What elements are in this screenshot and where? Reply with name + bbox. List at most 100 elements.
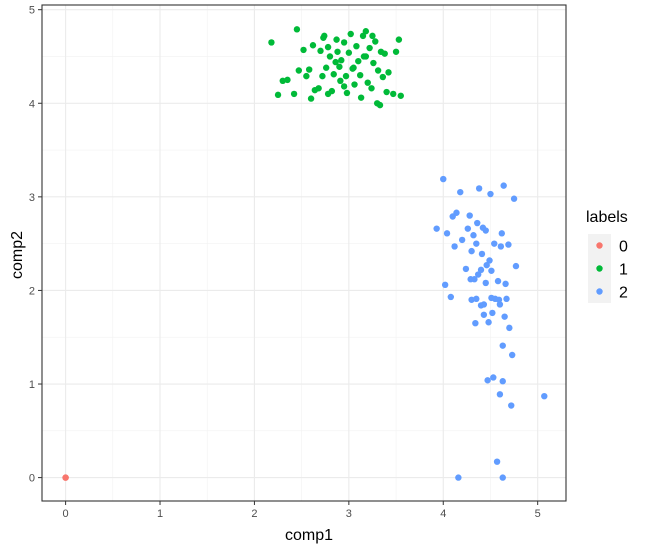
data-point-label-1: [370, 59, 377, 67]
data-point-label-2: [455, 474, 462, 481]
data-point-label-1: [342, 72, 350, 80]
data-point-label-2: [505, 241, 512, 248]
data-point-label-1: [357, 94, 365, 101]
data-point-label-2: [483, 261, 490, 269]
data-point-label-1: [362, 53, 370, 60]
data-point-label-2: [474, 271, 482, 278]
data-point-label-1: [321, 32, 328, 40]
legend-key-point: [596, 288, 603, 295]
legend-label: 0: [619, 239, 628, 256]
data-point-label-2: [496, 301, 504, 308]
data-point-label-1: [355, 57, 362, 65]
data-point-label-1: [307, 95, 315, 102]
y-tick-label: 1: [29, 379, 35, 391]
data-point-label-2: [488, 267, 495, 274]
data-point-label-2: [472, 319, 479, 327]
y-tick-label: 3: [29, 192, 35, 204]
data-point-label-2: [498, 230, 505, 237]
data-point-label-1: [328, 87, 336, 95]
legend-label: 1: [619, 262, 628, 279]
x-tick-label: 1: [157, 508, 163, 520]
data-point-label-2: [440, 175, 447, 183]
data-point-label-2: [473, 295, 480, 303]
y-axis-title: comp2: [9, 231, 26, 279]
x-tick-label: 0: [63, 508, 69, 520]
data-point-label-2: [494, 277, 502, 285]
data-point-label-2: [512, 262, 520, 270]
data-point-label-2: [488, 294, 495, 302]
x-axis-ticks: 0 1 2 3 4 5: [63, 501, 541, 520]
data-point-label-1: [295, 67, 303, 74]
data-point-label-2: [478, 250, 486, 258]
data-point-label-1: [376, 101, 384, 109]
data-point-label-2: [490, 374, 497, 381]
data-point-label-1: [364, 79, 371, 86]
data-point-label-1: [274, 91, 282, 99]
data-point-label-2: [502, 280, 509, 288]
data-point-label-1: [317, 47, 324, 55]
data-point-label-1: [309, 42, 317, 49]
data-point-label-2: [480, 311, 488, 318]
data-point-label-1: [315, 85, 322, 92]
data-point-label-1: [332, 58, 339, 66]
legend-title: labels: [586, 209, 628, 226]
data-point-label-2: [482, 279, 489, 287]
data-point-label-2: [451, 243, 458, 250]
x-tick-label: 2: [251, 508, 257, 520]
data-point-label-2: [500, 182, 507, 189]
y-tick-label: 4: [29, 98, 35, 110]
data-point-label-2: [493, 458, 501, 465]
data-point-label-1: [322, 64, 330, 71]
data-point-label-2: [466, 212, 473, 219]
data-point-label-2: [508, 351, 516, 359]
data-point-label-1: [362, 28, 370, 35]
data-point-label-2: [441, 281, 449, 289]
data-point-label-1: [293, 26, 301, 33]
data-point-label-2: [462, 265, 470, 273]
data-point-label-2: [477, 266, 485, 274]
y-tick-label: 2: [29, 285, 35, 297]
data-point-label-1: [347, 30, 354, 38]
data-point-label-1: [395, 36, 403, 43]
data-point-label-2: [473, 240, 480, 247]
data-point-label-1: [300, 46, 307, 54]
data-point-label-2: [480, 301, 488, 308]
data-point-label-2: [447, 293, 455, 301]
x-tick-label: 4: [440, 508, 446, 520]
data-point-label-2: [471, 276, 478, 283]
legend-key-point: [596, 242, 603, 249]
data-point-label-1: [397, 92, 404, 99]
data-point-label-1: [290, 90, 298, 98]
plot-border: [41, 4, 567, 502]
data-point-label-1: [319, 72, 326, 80]
data-point-label-1: [351, 81, 358, 88]
data-point-label-1: [372, 38, 379, 45]
data-point-label-2: [475, 185, 483, 192]
data-point-label-2: [464, 225, 472, 232]
data-points: [62, 26, 548, 481]
data-point-label-0: [62, 474, 69, 481]
data-point-label-1: [356, 71, 364, 79]
legend: labels 0 1 2: [586, 209, 628, 303]
data-point-label-1: [350, 64, 357, 71]
y-tick-label: 5: [29, 5, 35, 17]
data-point-label-1: [336, 63, 343, 70]
data-point-label-2: [501, 313, 508, 320]
data-point-label-1: [268, 39, 275, 46]
data-point-label-1: [379, 73, 387, 81]
data-point-label-1: [303, 72, 310, 80]
data-point-label-2: [443, 230, 451, 237]
data-point-label-2: [486, 257, 493, 264]
data-point-label-2: [499, 378, 506, 385]
x-tick-label: 5: [535, 508, 541, 520]
data-point-label-2: [499, 474, 506, 481]
data-point-label-2: [541, 392, 548, 400]
x-axis-title: comp1: [285, 527, 333, 544]
data-point-label-2: [496, 391, 504, 398]
data-point-label-1: [390, 90, 397, 98]
data-point-label-1: [305, 66, 313, 73]
data-point-label-1: [334, 48, 341, 55]
data-point-label-2: [485, 319, 492, 326]
